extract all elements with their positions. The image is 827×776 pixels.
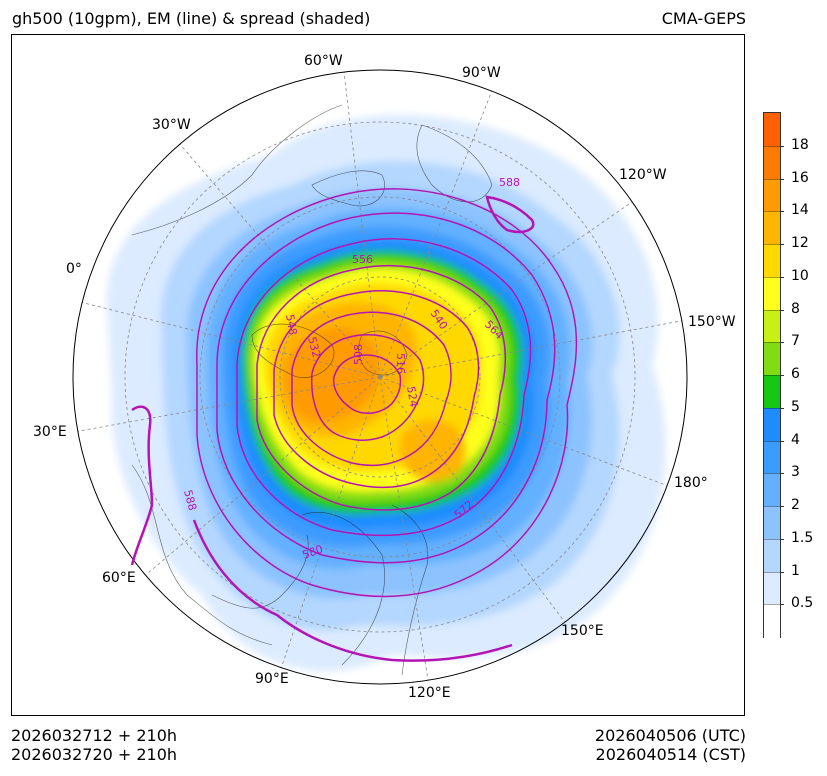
colorbar-label: 18 <box>791 136 809 153</box>
colorbar-segment <box>764 473 780 508</box>
colorbar-label: 4 <box>791 431 800 448</box>
colorbar <box>763 112 781 639</box>
colorbar-segment <box>764 571 780 606</box>
contour-label: 532 <box>305 335 323 359</box>
spread-shading <box>106 114 666 672</box>
colorbar-segment <box>764 506 780 541</box>
colorbar-tick <box>780 342 784 344</box>
lon-label: 60°W <box>304 53 343 69</box>
map-boundary <box>72 69 688 685</box>
init-time-utc: 2026032712 + 210h <box>11 726 178 745</box>
contour-label: 556 <box>352 253 373 266</box>
colorbar-tick <box>780 538 784 540</box>
valid-time-cst: 2026040514 (CST) <box>595 745 746 764</box>
colorbar-segment <box>764 342 780 377</box>
colorbar-label: 12 <box>791 235 809 251</box>
colorbar-tick <box>780 309 784 311</box>
contour-label: 588 <box>181 488 199 512</box>
contour-label: 524 <box>404 385 420 408</box>
colorbar-tick <box>780 571 784 573</box>
colorbar-label: 8 <box>791 300 800 317</box>
init-time: 2026032712 + 210h 2026032720 + 210h <box>11 726 177 764</box>
chart-title: gh500 (10gpm), EM (line) & spread (shade… <box>12 9 371 28</box>
colorbar-tick <box>780 145 784 147</box>
colorbar-segment <box>764 276 780 311</box>
colorbar-segment <box>764 538 780 573</box>
lon-label: 60°E <box>102 570 136 586</box>
colorbar-segment <box>764 440 780 475</box>
colorbar-segment <box>764 113 780 147</box>
valid-time: 2026040506 (UTC) 2026040514 (CST) <box>595 726 746 764</box>
map-panel: 588 556 540 564 548 532 508 516 524 572 … <box>11 34 745 716</box>
colorbar-label: 10 <box>791 267 809 284</box>
colorbar-tick <box>780 375 784 376</box>
map-svg: 588 556 540 564 548 532 508 516 524 572 … <box>33 53 736 701</box>
graticule <box>73 70 687 684</box>
contour-label: 588 <box>499 176 520 189</box>
valid-time-utc: 2026040506 (UTC) <box>594 726 746 745</box>
init-time-cst: 2026032720 + 210h <box>11 745 178 764</box>
colorbar-segment <box>764 309 780 344</box>
contour-label: 516 <box>394 353 407 374</box>
colorbar-label: 7 <box>791 333 800 350</box>
colorbar-segment <box>764 178 780 213</box>
gh500-contours <box>130 188 578 662</box>
colorbar-label: 5 <box>791 398 800 415</box>
lon-label: 90°W <box>462 65 501 81</box>
colorbar-segment <box>764 375 780 410</box>
colorbar-tick <box>780 506 784 507</box>
lon-label: 30°E <box>33 424 67 440</box>
colorbar-label: 6 <box>791 366 800 382</box>
colorbar-label: 1 <box>791 562 800 579</box>
colorbar-label: 14 <box>791 202 809 219</box>
colorbar-label: 1.5 <box>791 529 814 546</box>
lon-label: 0° <box>66 261 82 277</box>
colorbar-tick <box>780 440 784 442</box>
contour-label: 508 <box>352 344 365 365</box>
coastlines <box>131 104 493 676</box>
lon-label: 30°W <box>152 117 191 133</box>
colorbar-segment <box>764 407 780 442</box>
colorbar-label: 2 <box>791 497 800 513</box>
lon-label: 150°E <box>561 623 604 639</box>
colorbar-segment <box>764 244 780 279</box>
colorbar-label: 0.5 <box>791 595 814 612</box>
model-name: CMA-GEPS <box>661 9 746 28</box>
colorbar-segment <box>764 145 780 180</box>
colorbar-tick <box>780 211 784 213</box>
contour-label: 548 <box>283 313 299 336</box>
colorbar-tick <box>780 244 784 245</box>
longitude-label-group: 60°W 90°W 30°W 120°W 0° 150°W 30°E 180° … <box>33 53 736 701</box>
colorbar-tick <box>780 473 784 475</box>
lon-label: 180° <box>674 475 708 491</box>
colorbar-label: 16 <box>791 169 809 186</box>
colorbar-tick <box>780 407 784 409</box>
colorbar-tick <box>780 178 784 180</box>
lon-label: 120°E <box>408 685 451 701</box>
colorbar-tick <box>780 276 784 278</box>
colorbar-tick <box>780 604 784 606</box>
colorbar-segment <box>764 604 780 639</box>
lon-label: 120°W <box>619 167 667 183</box>
lon-label: 90°E <box>255 671 289 687</box>
colorbar-label: 3 <box>791 464 800 481</box>
lon-label: 150°W <box>688 314 736 330</box>
colorbar-segment <box>764 211 780 246</box>
